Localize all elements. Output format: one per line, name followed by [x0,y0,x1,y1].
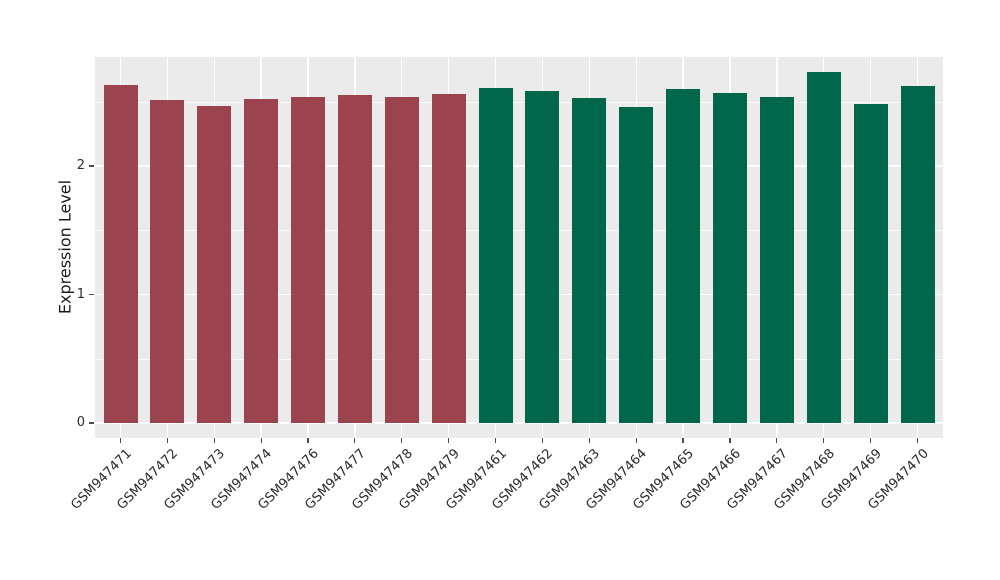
x-tick-mark [635,438,637,443]
y-tick-label: 0 [76,415,85,430]
gridline-minor [95,101,943,103]
plot-panel [95,57,943,438]
bar-GSM947478 [384,96,419,423]
bar-GSM947479 [431,94,466,423]
x-tick-mark [776,438,778,443]
x-tick-mark [213,438,215,443]
x-tick-mark [354,438,356,443]
bar-GSM947476 [291,96,326,423]
x-tick-mark [260,438,262,443]
gridline-major [95,165,943,167]
x-tick-mark [916,438,919,443]
bar-GSM947474 [244,99,279,423]
bar-GSM947473 [197,105,232,423]
bar-GSM947467 [759,96,794,423]
y-tick-mark [89,165,94,167]
x-tick-mark [448,438,450,443]
gridline-minor [95,230,943,232]
y-tick-label: 1 [76,286,85,302]
y-tick-mark [89,293,94,296]
bar-GSM947477 [337,95,372,423]
y-tick-label: 2 [76,158,85,173]
x-tick-mark [870,438,872,443]
bar-GSM947463 [572,97,607,423]
gridline-minor [95,358,943,360]
bar-GSM947465 [666,88,701,423]
bar-GSM947466 [712,92,747,423]
bar-GSM947470 [900,86,935,423]
x-tick-mark [166,438,168,443]
x-tick-mark [494,438,497,443]
x-tick-mark [588,438,590,443]
gridline-major [95,422,943,424]
x-tick-mark [401,438,403,443]
bar-GSM947462 [525,91,560,423]
bar-GSM947469 [853,104,888,423]
x-tick-mark [682,438,684,443]
bar-GSM947464 [619,106,654,423]
bar-GSM947468 [806,72,841,423]
x-tick-mark [119,438,122,443]
x-tick-mark [729,438,731,443]
gridline-major [95,293,943,296]
y-tick-mark [89,422,94,424]
x-tick-mark [823,438,825,443]
bar-GSM947461 [478,87,513,423]
bar-GSM947471 [103,85,138,423]
x-tick-mark [307,438,309,443]
x-tick-mark [541,438,544,443]
bar-GSM947472 [150,100,185,423]
